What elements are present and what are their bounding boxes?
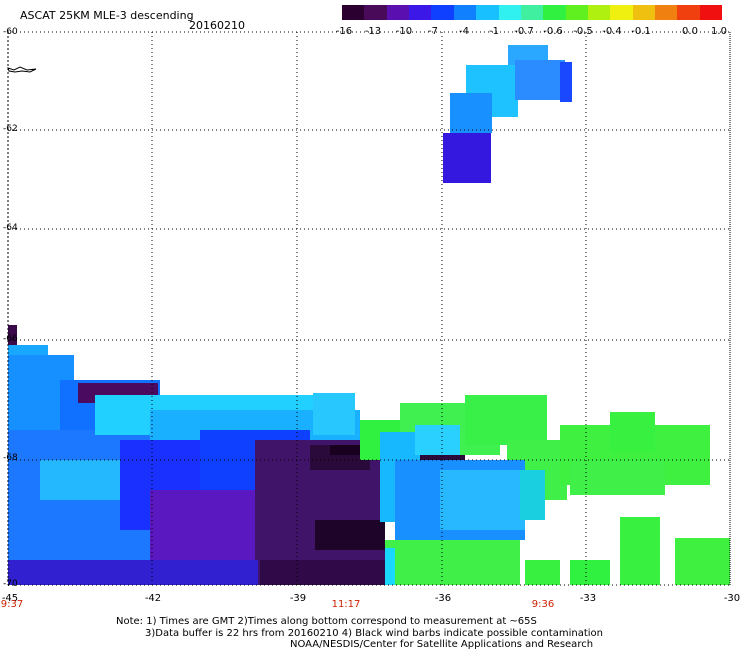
swath-cell: [415, 425, 460, 455]
colorbar-label: -1: [489, 26, 499, 37]
colorbar-swatch: [543, 5, 566, 20]
gmt-time-label: 11:17: [331, 599, 361, 610]
swath-cell: [330, 445, 360, 455]
colorbar: [342, 5, 723, 20]
colorbar-swatch: [364, 5, 387, 20]
longitude-label: -39: [289, 593, 307, 604]
island-shape: [7, 66, 37, 73]
colorbar-swatch: [409, 5, 432, 20]
latitude-label: -66: [3, 334, 18, 344]
swath-cell: [610, 412, 655, 452]
latitude-label: -68: [3, 453, 18, 463]
colorbar-swatch: [431, 5, 454, 20]
plot-frame: [7, 31, 731, 586]
colorbar-swatch: [476, 5, 499, 20]
note-line-1: Note: 1) Times are GMT 2)Times along bot…: [116, 616, 537, 627]
colorbar-label: 0.0: [682, 26, 698, 37]
swath-cell: [313, 393, 355, 435]
colorbar-swatch: [453, 5, 477, 20]
colorbar-swatch: [587, 5, 611, 20]
note-line-3: NOAA/NESDIS/Center for Satellite Applica…: [290, 639, 594, 650]
map-title: ASCAT 25KM MLE-3 descending: [20, 9, 194, 22]
wind-swaths: [8, 45, 730, 585]
colorbar-label: 1.0: [711, 26, 727, 37]
gmt-time-label: 9:37: [0, 599, 24, 610]
colorbar-swatch: [677, 5, 700, 20]
swath-cell: [315, 520, 385, 550]
swath-cell: [675, 538, 730, 585]
colorbar-swatch: [655, 5, 678, 20]
swath-cell: [560, 62, 572, 102]
swath-cell: [385, 540, 520, 585]
colorbar-swatch: [632, 5, 656, 20]
latitude-label: -62: [3, 124, 18, 134]
map-date: 20160210: [189, 19, 245, 32]
swath-cell: [450, 93, 492, 133]
longitude-label: -45: [1, 593, 19, 604]
swath-cell: [440, 470, 525, 530]
latitude-label: -60: [3, 27, 18, 37]
swath-cell: [443, 133, 491, 183]
colorbar-swatch: [699, 5, 723, 20]
colorbar-swatch: [520, 5, 544, 20]
swath-cell: [515, 60, 565, 100]
swath-cell: [260, 560, 390, 585]
swath-cell: [520, 470, 545, 520]
grid-lines: [7, 31, 731, 586]
latitude-label: -70: [3, 579, 18, 589]
colorbar-swatch: [386, 5, 410, 20]
swath-cell: [570, 460, 665, 495]
swath-cell: [8, 560, 258, 585]
longitude-label: -42: [144, 593, 162, 604]
longitude-label: -30: [723, 593, 740, 604]
colorbar-swatch: [610, 5, 633, 20]
note-line-2: 3)Data buffer is 22 hrs from 20160210 4)…: [145, 628, 603, 639]
swath-cell: [385, 548, 395, 585]
colorbar-swatch: [342, 5, 365, 20]
swath-cell: [465, 395, 547, 445]
colorbar-swatch: [565, 5, 588, 20]
swath-cell: [570, 560, 610, 585]
longitude-label: -33: [579, 593, 597, 604]
latitude-label: -64: [3, 223, 18, 233]
swath-cell: [8, 325, 17, 345]
colorbar-swatch: [498, 5, 521, 20]
swath-cell: [525, 560, 560, 585]
island-outline: [7, 66, 37, 73]
longitude-label: -36: [434, 593, 452, 604]
map-plot: [7, 31, 731, 586]
swath-cell: [620, 517, 660, 585]
colorbar-label: -0.5: [573, 26, 593, 37]
gmt-time-label: 9:36: [531, 599, 555, 610]
